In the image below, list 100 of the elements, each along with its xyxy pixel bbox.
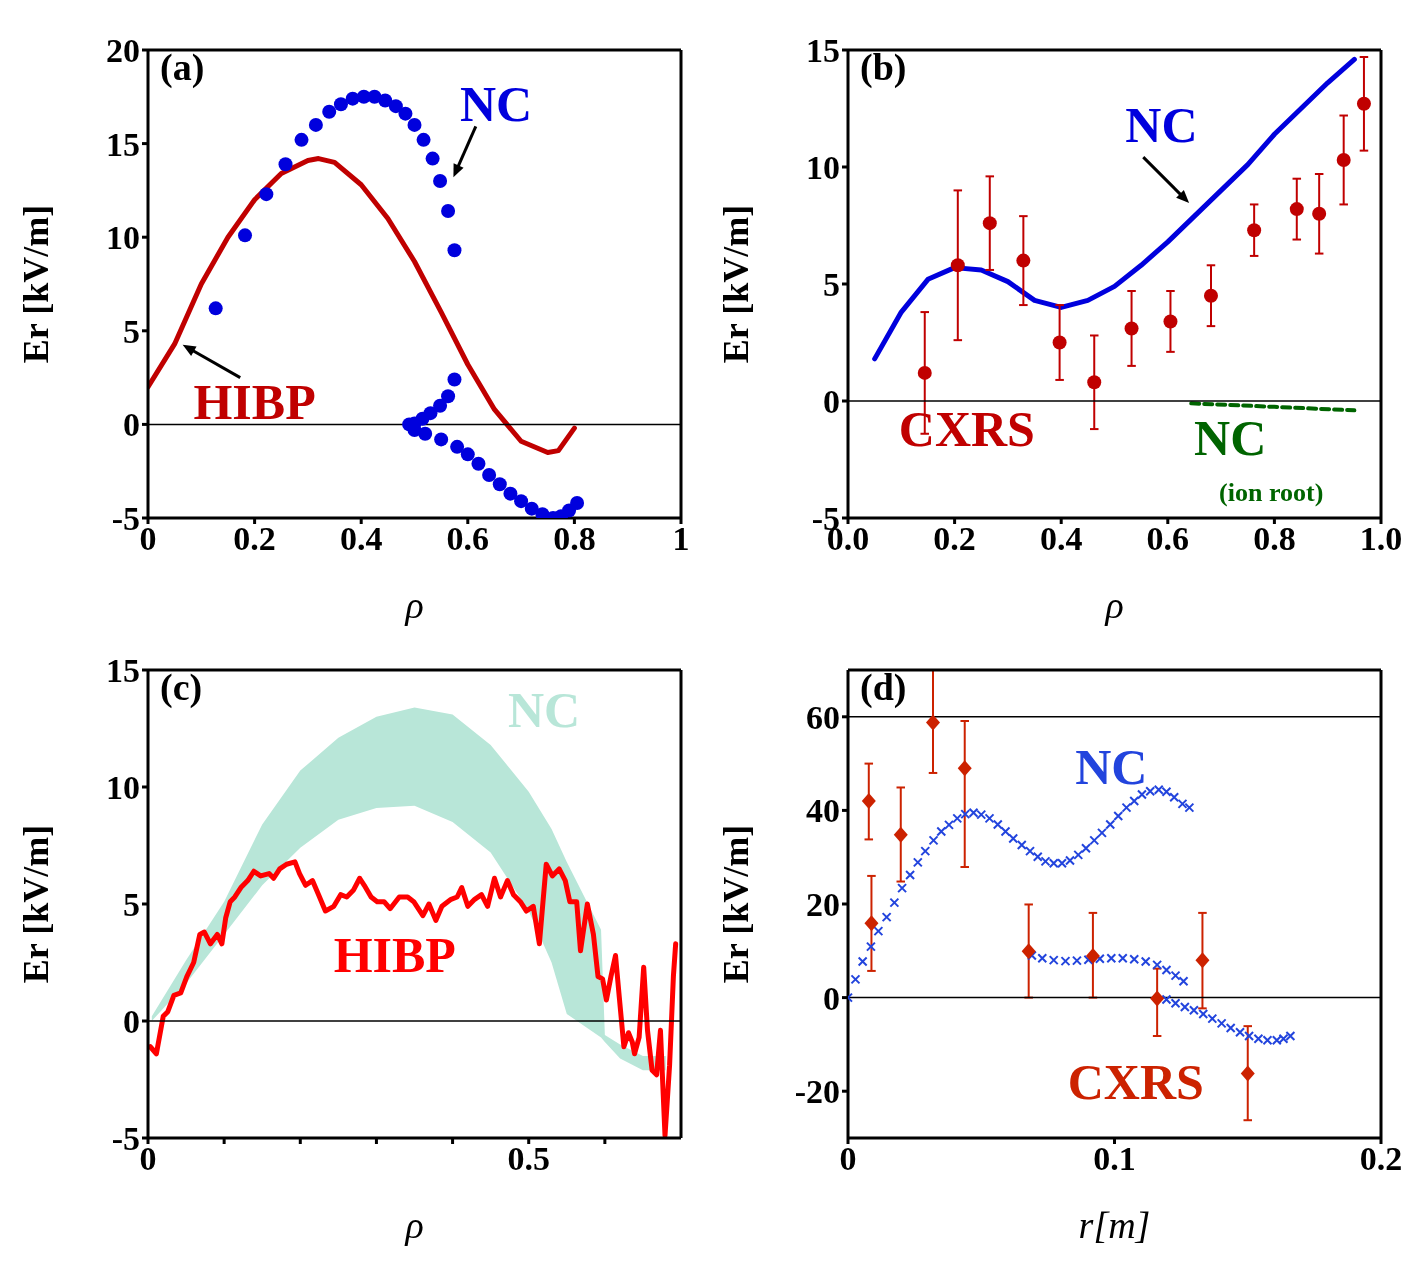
x-axis-title: ρ: [404, 584, 424, 626]
x-tick-label: 0.1: [1093, 1140, 1136, 1178]
point: [1247, 223, 1262, 238]
point: [418, 426, 433, 441]
point: [294, 132, 309, 147]
point: [1150, 990, 1165, 1007]
chart-title: (a): [160, 46, 205, 89]
y-tick-label: 40: [806, 792, 840, 830]
point: [407, 117, 422, 132]
point: [208, 301, 223, 316]
point: [514, 494, 529, 509]
y-tick-label: 10: [106, 219, 140, 257]
point: [1240, 1065, 1255, 1082]
point: [1021, 943, 1036, 960]
point: [308, 117, 323, 132]
point: [378, 93, 393, 108]
point: [1085, 947, 1100, 964]
point: [460, 447, 475, 462]
y-tick-label: 15: [106, 652, 140, 690]
point: [1289, 202, 1304, 217]
series-label: NC: [1125, 96, 1198, 153]
y-tick-label: 0: [823, 979, 840, 1017]
point: [433, 174, 448, 189]
y-tick-label: -5: [111, 500, 140, 538]
y-tick-label: 0: [123, 406, 140, 444]
point: [278, 157, 293, 172]
y-tick-label: 20: [806, 886, 840, 924]
legend-label: NC: [507, 681, 581, 738]
point: [471, 456, 486, 471]
point: [982, 216, 997, 231]
point: [333, 97, 348, 112]
y-tick-label: 0: [823, 383, 840, 421]
series-label: HIBP: [193, 373, 316, 430]
point: [492, 477, 507, 492]
chart-title: (d): [860, 666, 907, 709]
y-tick-label: 0: [123, 1003, 140, 1041]
series-label: HIBP: [333, 927, 456, 984]
point: [447, 243, 462, 258]
point: [524, 501, 539, 516]
y-tick-label: 5: [823, 266, 840, 304]
y-axis-title: Er [kV/m]: [716, 204, 756, 364]
y-tick-label: 60: [806, 698, 840, 736]
x-tick-label: 0.8: [1253, 520, 1296, 558]
y-tick-label: 15: [806, 32, 840, 70]
x-tick-label: 0.6: [1146, 520, 1190, 558]
x-tick-label: 0.4: [339, 520, 383, 558]
series-label: NC: [1075, 739, 1148, 796]
point: [861, 793, 876, 810]
y-axis-title: Er [kV/m]: [16, 824, 56, 984]
series-label: NC: [459, 76, 533, 133]
point: [482, 467, 497, 482]
point: [503, 486, 518, 501]
chart-title: (c): [160, 666, 203, 709]
y-axis-title: Er [kV/m]: [16, 204, 56, 364]
point: [398, 106, 413, 121]
point: [926, 714, 941, 731]
series-label: CXRS: [1067, 1053, 1204, 1110]
point: [434, 432, 449, 447]
point: [388, 99, 403, 114]
point: [441, 203, 456, 218]
point: [1203, 288, 1218, 303]
point: [322, 104, 337, 119]
point: [433, 398, 448, 413]
x-axis-title: ρ: [404, 1204, 424, 1246]
x-tick-label: 0.2: [933, 520, 976, 558]
point: [957, 760, 972, 777]
point: [950, 258, 965, 273]
annotation: (ion root): [1219, 477, 1324, 507]
series-label: NC: [1194, 410, 1267, 467]
point: [259, 187, 274, 202]
point: [1016, 253, 1031, 268]
point: [893, 826, 908, 843]
y-tick-label: 20: [106, 32, 140, 70]
y-tick-label: 15: [106, 125, 140, 163]
point: [570, 496, 585, 511]
x-tick-label: 0.4: [1039, 520, 1083, 558]
point: [1195, 952, 1210, 969]
point: [238, 228, 253, 243]
point: [864, 915, 879, 932]
x-tick-label: 0.2: [233, 520, 276, 558]
point: [1087, 375, 1102, 390]
y-tick-label: -20: [794, 1073, 840, 1111]
point: [1052, 335, 1067, 350]
x-tick-label: 0.2: [1359, 1140, 1403, 1178]
x-tick-label: 0.6: [446, 520, 490, 558]
x-axis-title: r[m]: [1078, 1204, 1151, 1246]
point: [447, 372, 462, 387]
point: [441, 389, 456, 404]
point: [450, 439, 465, 454]
point: [425, 151, 440, 166]
x-tick-label: 1: [672, 520, 690, 558]
chart-title: (b): [860, 46, 907, 89]
y-tick-label: -5: [111, 1120, 140, 1158]
x-tick-label: 0.5: [507, 1140, 550, 1178]
series-label: CXRS: [898, 401, 1035, 458]
point: [1312, 206, 1327, 221]
x-tick-label: 1.0: [1359, 520, 1403, 558]
y-tick-label: 5: [123, 312, 140, 350]
point: [1356, 96, 1371, 111]
y-axis-title: Er [kV/m]: [716, 824, 756, 984]
